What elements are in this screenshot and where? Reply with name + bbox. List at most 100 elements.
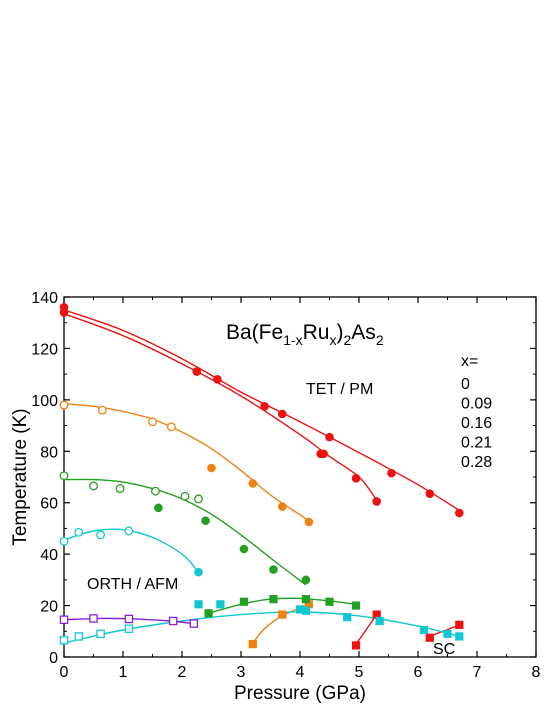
fit-curve <box>63 611 460 644</box>
data-point-square <box>325 597 334 606</box>
data-point-circle <box>115 484 125 494</box>
data-point-circle <box>325 432 334 442</box>
data-point-square <box>204 609 213 618</box>
data-point-circle <box>351 473 361 483</box>
x-tick-label: 0 <box>60 664 69 681</box>
data-point-square <box>375 616 384 626</box>
fit-curves <box>63 309 460 645</box>
data-point-circle <box>278 409 287 419</box>
sc-label: SC <box>433 641 455 658</box>
data-point-circle <box>150 486 160 496</box>
data-point-circle <box>372 497 382 506</box>
legend-entry: 0.21 <box>461 435 492 452</box>
data-point-circle <box>248 479 258 488</box>
data-point-circle <box>97 405 107 415</box>
data-point-circle <box>74 527 84 537</box>
data-point-square <box>96 629 105 639</box>
data-points <box>59 302 464 650</box>
tet-pm-label: TET / PM <box>306 381 373 398</box>
data-point-square <box>124 614 134 624</box>
data-point-circle <box>194 494 203 504</box>
plot-frame <box>63 296 537 658</box>
data-point-circle <box>166 422 176 432</box>
data-point-circle <box>207 463 216 473</box>
data-point-square <box>343 613 352 622</box>
data-point-circle <box>59 536 69 546</box>
data-point-circle <box>124 526 134 536</box>
legend-entry: 0.28 <box>461 454 492 471</box>
data-point-square <box>89 614 98 623</box>
data-point-circle <box>301 575 311 585</box>
data-point-circle <box>239 544 249 554</box>
data-point-square <box>269 595 278 604</box>
fit-curve <box>355 614 378 645</box>
legend: x= 0 0.09 0.16 0.21 0.28 <box>461 353 492 471</box>
y-axis-title: Temperature (K) <box>10 408 31 545</box>
data-point-square <box>248 640 257 649</box>
data-point-square <box>59 636 69 645</box>
data-point-circle <box>269 565 278 574</box>
data-point-square <box>301 606 310 615</box>
y-tick-label: 80 <box>40 444 58 461</box>
data-point-square <box>189 619 199 628</box>
data-point-circle <box>278 502 287 511</box>
data-point-circle <box>89 481 98 491</box>
data-point-square <box>301 595 310 604</box>
data-point-square <box>194 600 203 609</box>
orth-afm-label: ORTH / AFM <box>87 576 178 593</box>
y-tick-label: 140 <box>31 290 58 307</box>
x-tick-label: 3 <box>237 664 246 681</box>
data-point-square <box>59 615 69 624</box>
x-tick-label: 6 <box>414 664 423 681</box>
x-axis-title: Pressure (GPa) <box>234 683 366 704</box>
legend-entry: 0.16 <box>461 415 492 432</box>
y-tick-label: 60 <box>40 496 58 513</box>
data-point-circle <box>154 503 163 513</box>
data-point-square <box>74 632 84 641</box>
data-point-square <box>239 597 249 606</box>
data-point-circle <box>304 517 314 527</box>
legend-title: x= <box>461 353 478 370</box>
data-point-circle <box>59 308 69 317</box>
legend-entry: 0.09 <box>461 396 492 413</box>
fit-curve <box>63 617 194 625</box>
data-point-circle <box>201 516 210 526</box>
data-point-square <box>216 600 225 609</box>
x-tick-label: 4 <box>296 664 305 681</box>
data-point-square <box>443 629 452 638</box>
y-tick-label: 40 <box>40 547 58 564</box>
y-tick-label: 0 <box>49 650 58 667</box>
data-point-square <box>419 625 428 635</box>
data-point-square <box>168 616 178 626</box>
x-tick-label: 7 <box>473 664 482 681</box>
data-point-circle <box>319 449 328 459</box>
data-point-circle <box>425 489 435 499</box>
fit-curve <box>63 403 310 522</box>
data-point-circle <box>455 508 464 518</box>
y-tick-label: 20 <box>40 599 58 616</box>
axis-ticks <box>63 296 537 658</box>
data-point-circle <box>148 417 157 427</box>
data-point-square <box>455 620 464 629</box>
y-tick-label: 120 <box>31 341 58 358</box>
data-point-circle <box>194 567 203 577</box>
legend-entry: 0 <box>461 376 470 393</box>
x-tick-label: 8 <box>532 664 541 681</box>
x-tick-label: 5 <box>355 664 364 681</box>
data-point-circle <box>387 468 396 478</box>
x-tick-label: 2 <box>178 664 187 681</box>
fit-curve <box>63 309 460 511</box>
data-point-circle <box>192 367 202 376</box>
data-point-circle <box>260 401 269 411</box>
y-tick-label: 100 <box>31 393 58 410</box>
chart-title: Ba(Fe1-xRux)2As2 <box>226 321 384 348</box>
data-point-square <box>351 641 361 650</box>
data-point-square <box>351 601 361 610</box>
x-tick-label: 1 <box>119 664 128 681</box>
data-point-circle <box>96 530 106 540</box>
data-point-circle <box>59 400 69 410</box>
data-point-circle <box>59 471 69 481</box>
data-point-square <box>425 633 434 642</box>
